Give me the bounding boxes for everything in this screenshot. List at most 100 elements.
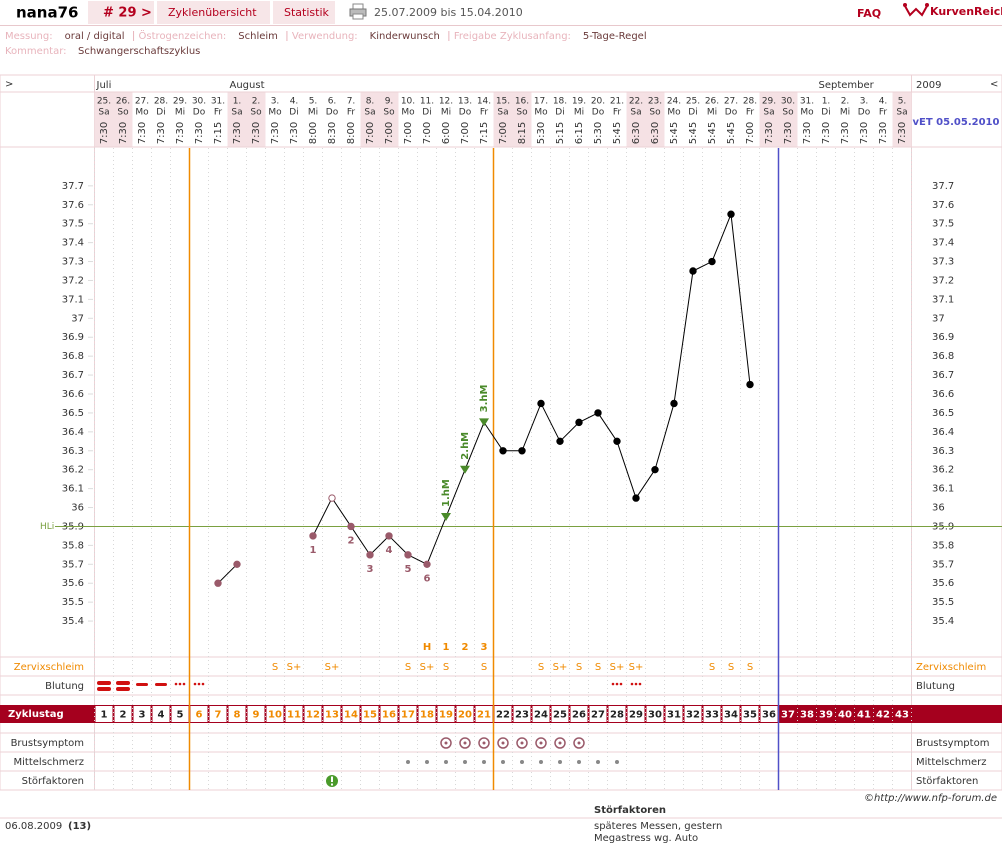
- weekday: Do: [459, 108, 472, 118]
- month: September: [819, 80, 875, 91]
- day-number: 3.: [271, 97, 280, 107]
- tab-bg[interactable]: [273, 1, 335, 24]
- temperature-point: [385, 532, 393, 540]
- time: 7:00: [422, 122, 433, 144]
- day-number: 28.: [154, 97, 168, 107]
- cycle-day-cell: [551, 706, 569, 722]
- cycle-day-cell: [399, 706, 417, 722]
- weekday: Mi: [574, 108, 584, 118]
- y-tick-label: 36.6: [932, 389, 954, 400]
- temperature-point: [537, 399, 545, 408]
- cervix-sign: S: [747, 662, 753, 673]
- weekend-cell: [113, 92, 133, 147]
- cervix-sign: S+: [287, 662, 302, 673]
- cycle-day: 34: [724, 710, 738, 721]
- tab[interactable]: Statistik: [284, 6, 330, 19]
- midpain-dot: [444, 760, 448, 764]
- weekday: So: [516, 108, 528, 118]
- cervix-sign: S+: [553, 662, 568, 673]
- time: 8:15: [517, 122, 528, 144]
- cycle-day-cell: [665, 706, 683, 722]
- tab-bg[interactable]: [157, 1, 270, 24]
- cycle-day: 37: [781, 710, 795, 721]
- day-number: 29.: [762, 97, 776, 107]
- cycle-day: 26: [572, 710, 586, 721]
- time: 7:30: [251, 122, 262, 144]
- y-tick-label: 36.4: [932, 427, 954, 438]
- cycle-day: 23: [515, 710, 529, 721]
- weekday: Mo: [667, 108, 681, 118]
- brand-name[interactable]: KurvenReich: [930, 5, 1002, 18]
- cervix-sign: S+: [420, 662, 435, 673]
- row-label: Blutung: [916, 681, 955, 692]
- temperature-point: [632, 494, 640, 502]
- day-number: 31.: [800, 97, 814, 107]
- day-number: 5.: [898, 97, 907, 107]
- cycle-day-cell: [380, 706, 398, 722]
- weekday: Mo: [135, 108, 149, 118]
- point-label: 3: [367, 564, 374, 575]
- day-number: 8.: [366, 97, 375, 107]
- cycle-day: 18: [420, 710, 434, 721]
- weekday: Mo: [401, 108, 415, 118]
- tab[interactable]: Zyklenübersicht: [168, 6, 257, 19]
- faq-link[interactable]: FAQ: [857, 7, 881, 20]
- time: 7:30: [194, 122, 205, 144]
- cycle-number[interactable]: # 29 >: [103, 6, 152, 21]
- row-label: Störfaktoren: [916, 776, 978, 787]
- row-label: Brustsymptom: [11, 738, 84, 749]
- year: 2009: [916, 80, 941, 91]
- cycle-day: 9: [253, 710, 260, 721]
- time: 7:00: [365, 122, 376, 144]
- time: 7:30: [783, 122, 794, 144]
- day-number: 15.: [496, 97, 510, 107]
- breast-icon: [459, 737, 471, 749]
- cycle-day-cell: [532, 706, 550, 722]
- y-tick-label: 37.3: [932, 257, 954, 268]
- brand-logo[interactable]: [903, 3, 929, 17]
- user-name: nana76: [16, 4, 78, 22]
- nav-arrow[interactable]: <: [990, 79, 998, 90]
- day-number: 12.: [439, 97, 453, 107]
- cycle-day: 27: [591, 710, 605, 721]
- y-tick-label: 36.5: [932, 408, 954, 419]
- printer-icon[interactable]: [349, 3, 367, 20]
- y-tick-label: 35.6: [932, 578, 954, 589]
- cycle-day-cell: [323, 706, 341, 722]
- day-number: 30.: [781, 97, 795, 107]
- temperature-point: [328, 494, 336, 502]
- high-point: [441, 513, 451, 521]
- cycle-day: 2: [120, 710, 127, 721]
- header-rule: [0, 25, 1002, 26]
- day-number: 20.: [591, 97, 605, 107]
- breast-icon-dot: [539, 741, 543, 745]
- due-date: vET 05.05.2010: [913, 117, 1000, 128]
- cycle-day: 33: [705, 710, 719, 721]
- cycle-day-cell: [513, 706, 531, 722]
- y-tick-label: 36.9: [932, 332, 954, 343]
- day-number: 21.: [610, 97, 624, 107]
- weekend-cell: [645, 92, 665, 147]
- cycle-day-cell: [95, 706, 113, 722]
- cycle-day-cell: [171, 706, 189, 722]
- day-number: 3.: [860, 97, 869, 107]
- y-tick-label: 35.7: [62, 559, 84, 570]
- cycle-day: 21: [477, 710, 491, 721]
- breast-icon-dot: [577, 741, 581, 745]
- cycle-day-cell: [190, 706, 208, 722]
- month: Juli: [96, 80, 112, 91]
- cycle-day: 10: [268, 710, 282, 721]
- y-tick-label: 35.8: [62, 540, 84, 551]
- y-tick-label: 35.4: [62, 616, 84, 627]
- y-tick-label: 36.3: [62, 446, 84, 457]
- cycle-day: 17: [401, 710, 415, 721]
- cycle-day: 38: [800, 710, 814, 721]
- cycle-tab[interactable]: [88, 1, 154, 24]
- weekday: Fr: [613, 108, 622, 118]
- info-value: 5-Tage-Regel: [583, 31, 647, 42]
- y-tick-label: 36.5: [62, 408, 84, 419]
- nav-arrow[interactable]: >: [5, 79, 13, 90]
- weekday: So: [250, 108, 262, 118]
- weekend-cell: [360, 92, 380, 147]
